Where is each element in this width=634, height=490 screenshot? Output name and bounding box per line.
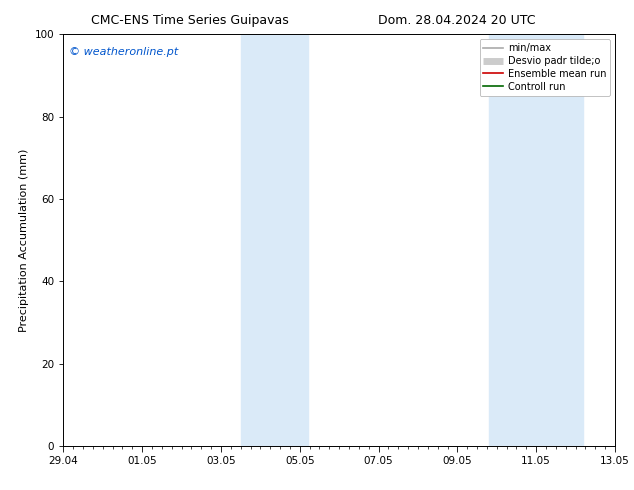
- Bar: [489, 34, 583, 446]
- Bar: [241, 34, 307, 446]
- Text: CMC-ENS Time Series Guipavas: CMC-ENS Time Series Guipavas: [91, 14, 289, 27]
- Legend: min/max, Desvio padr tilde;o, Ensemble mean run, Controll run: min/max, Desvio padr tilde;o, Ensemble m…: [479, 39, 610, 96]
- Text: © weatheronline.pt: © weatheronline.pt: [69, 47, 178, 57]
- Y-axis label: Precipitation Accumulation (mm): Precipitation Accumulation (mm): [19, 148, 29, 332]
- Text: Dom. 28.04.2024 20 UTC: Dom. 28.04.2024 20 UTC: [378, 14, 535, 27]
